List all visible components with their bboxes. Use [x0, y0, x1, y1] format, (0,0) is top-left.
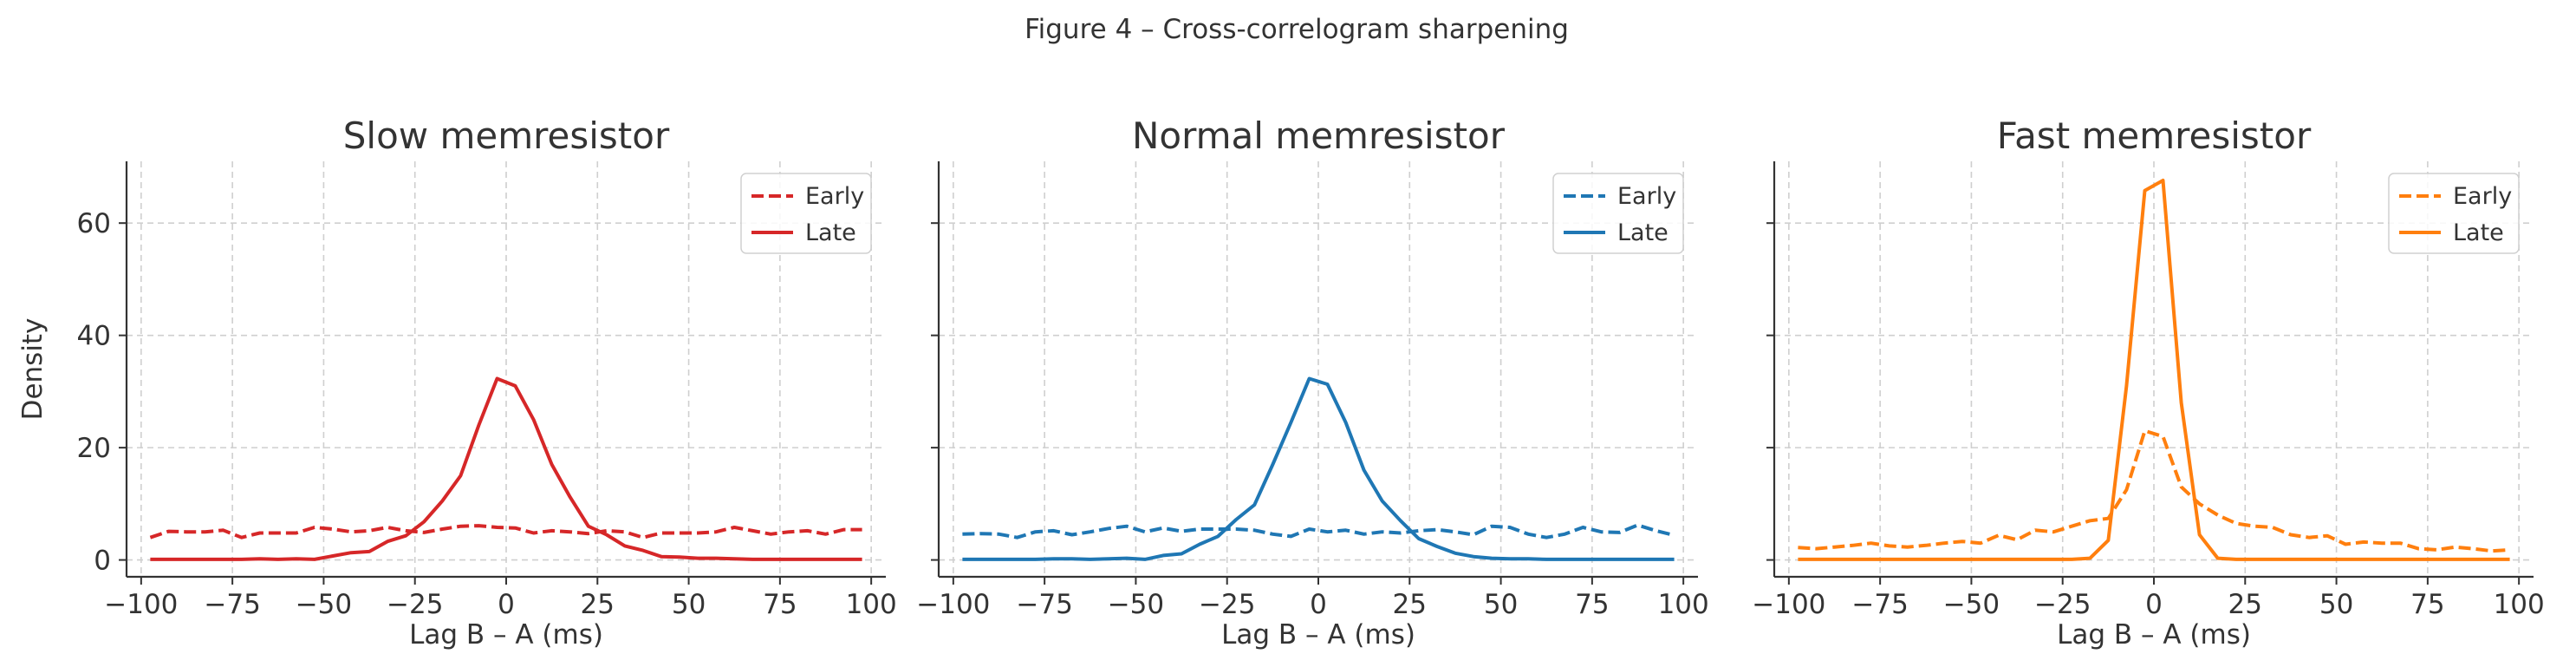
x-tick-label: 100	[2494, 589, 2545, 620]
x-tick-label: −25	[1199, 589, 1255, 620]
legend-label-late: Late	[2453, 219, 2504, 246]
y-tick-label: 20	[77, 433, 111, 464]
x-tick-label: −25	[2034, 589, 2091, 620]
legend: Early Late	[740, 173, 872, 254]
x-tick-label: −100	[104, 589, 178, 620]
x-tick-label: 25	[581, 589, 615, 620]
legend-label-early: Early	[1617, 183, 1676, 210]
legend-label-late: Late	[805, 219, 856, 246]
series-line-early	[149, 524, 862, 539]
y-tick-label: 60	[77, 208, 111, 239]
legend-label-early: Early	[2453, 183, 2512, 210]
x-tick-label: 0	[498, 589, 515, 620]
x-tick-label: −100	[916, 589, 990, 620]
x-tick-label: −25	[387, 589, 443, 620]
x-tick-label: 100	[1658, 589, 1709, 620]
panels: −100 −75 −50 −25 0 25 50 75 100 0 20 40 60 Slow memre…	[17, 114, 2545, 651]
y-axis-label: Density	[17, 318, 49, 421]
legend: Early Late	[2388, 173, 2520, 254]
series-line-late	[962, 376, 1675, 561]
x-tick-label: 50	[672, 589, 706, 620]
legend-label-early: Early	[805, 183, 864, 210]
x-axis-label: Lag B – A (ms)	[409, 619, 603, 651]
legend-label-late: Late	[1617, 219, 1669, 246]
x-tick-label: −75	[1851, 589, 1908, 620]
x-tick-label: 0	[2145, 589, 2163, 620]
x-tick-label: 25	[1393, 589, 1427, 620]
panel-title: Normal memresistor	[1132, 114, 1506, 157]
x-tick-label: 0	[1310, 589, 1327, 620]
series-line-early	[1798, 428, 2510, 553]
figure-title: Figure 4 – Cross-correlogram sharpening	[1025, 14, 1569, 45]
x-tick-label: 25	[2228, 589, 2262, 620]
y-tick-label: 40	[77, 321, 111, 352]
x-tick-label: 75	[763, 589, 797, 620]
x-tick-label: 75	[1575, 589, 1609, 620]
panel-title: Fast memresistor	[1997, 114, 2312, 157]
panel-3: −100 −75 −50 −25 0 25 50 75 100 Fast memresistor L…	[1752, 114, 2544, 651]
y-tick-label: 0	[94, 546, 111, 577]
x-axis-label: Lag B – A (ms)	[2057, 619, 2251, 651]
x-tick-label: −75	[204, 589, 260, 620]
x-tick-label: 50	[2319, 589, 2353, 620]
panel-2: −100 −75 −50 −25 0 25 50 75 100 Normal memresisto…	[916, 114, 1708, 651]
x-tick-label: −50	[296, 589, 352, 620]
panel-1: −100 −75 −50 −25 0 25 50 75 100 0 20 40 60 Slow memre…	[17, 114, 897, 651]
x-tick-label: −100	[1752, 589, 1825, 620]
x-tick-label: 100	[846, 589, 897, 620]
x-tick-label: −75	[1016, 589, 1072, 620]
x-tick-label: 75	[2410, 589, 2444, 620]
legend: Early Late	[1552, 173, 1684, 254]
panel-title: Slow memresistor	[343, 114, 670, 157]
x-tick-label: −50	[1108, 589, 1164, 620]
x-tick-label: 50	[1484, 589, 1518, 620]
series-line-late	[150, 376, 862, 561]
series-line-late	[1798, 179, 2510, 561]
x-axis-label: Lag B – A (ms)	[1221, 619, 1415, 651]
x-tick-label: −50	[1943, 589, 2000, 620]
